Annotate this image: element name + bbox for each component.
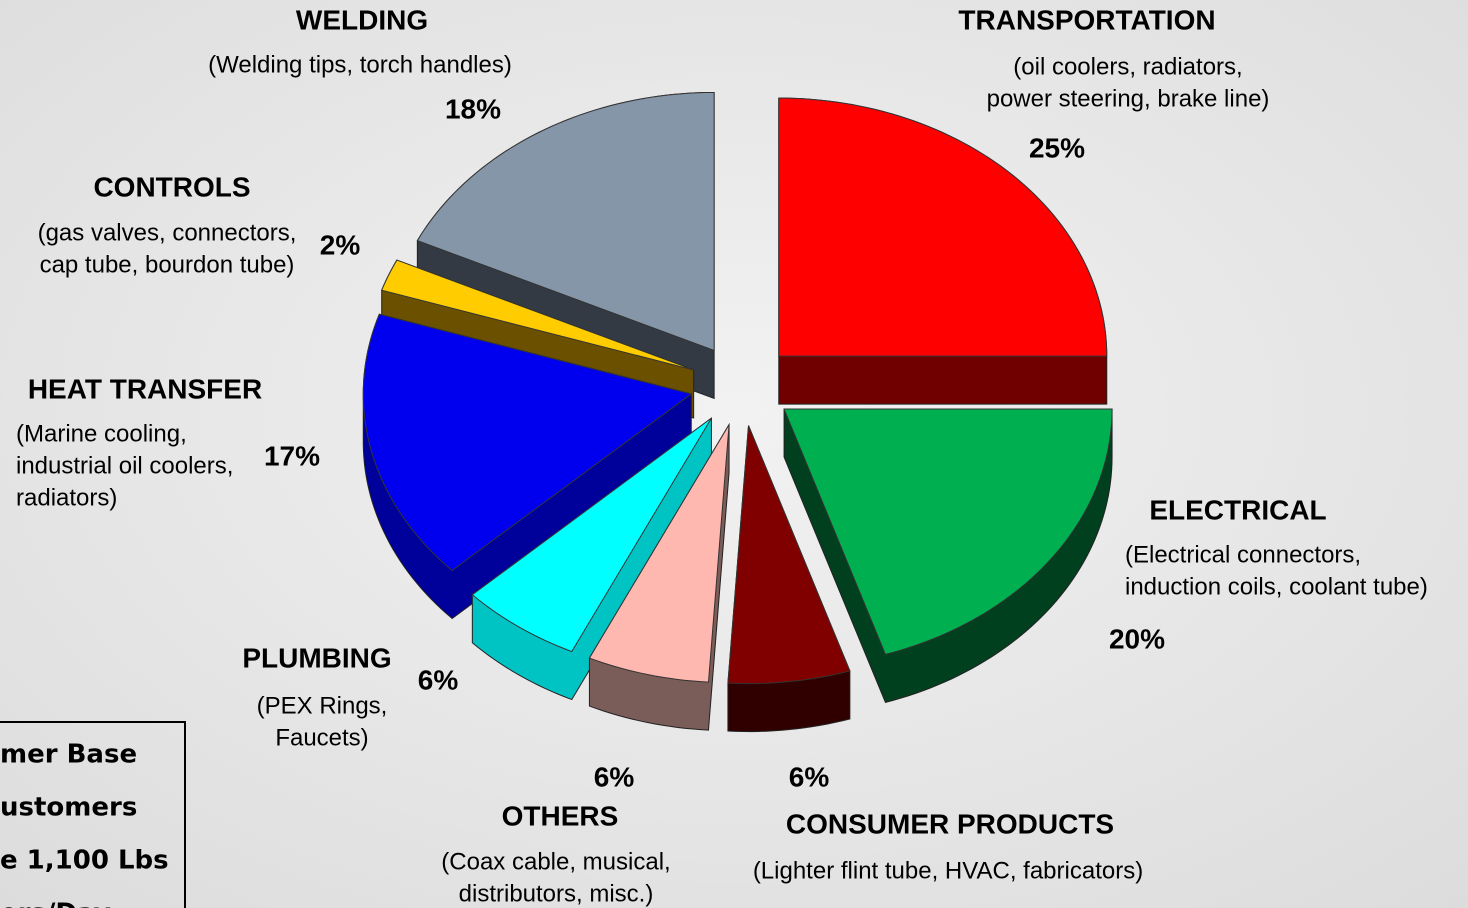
value-label: 17% [264, 440, 320, 471]
labels: TRANSPORTATION (oil coolers, radiators, po… [16, 4, 1428, 907]
category-label: WELDING [296, 4, 428, 35]
category-description: induction coils, coolant tube) [1125, 573, 1428, 600]
note-line: ustomers [0, 793, 137, 823]
pie [362, 91, 1113, 733]
category-description: distributors, misc.) [459, 880, 654, 907]
slice-top [416, 91, 715, 352]
value-label: 6% [418, 664, 459, 695]
category-description: (gas valves, connectors, [38, 219, 297, 246]
category-description: power steering, brake line) [987, 85, 1270, 112]
note-line: mer Base [0, 740, 137, 770]
slice [778, 97, 1108, 405]
slice-top [778, 97, 1108, 357]
note-box [0, 721, 186, 908]
category-label: OTHERS [502, 800, 619, 831]
value-label: 20% [1109, 623, 1165, 654]
slice-top [362, 313, 693, 572]
category-description: (Electrical connectors, [1125, 541, 1361, 568]
category-description: radiators) [16, 484, 117, 511]
value-label: 25% [1029, 132, 1085, 163]
category-description: (Coax cable, musical, [441, 848, 670, 875]
value-label: 6% [789, 761, 830, 792]
slice [588, 422, 730, 731]
slice [727, 425, 851, 733]
category-description: (Marine cooling, [16, 420, 187, 447]
note-line: e 1,100 Lbs [0, 846, 169, 876]
category-description: Faucets) [275, 724, 368, 751]
category-label: TRANSPORTATION [958, 4, 1215, 35]
category-description: (Welding tips, torch handles) [208, 51, 512, 78]
category-label: CONSUMER PRODUCTS [786, 808, 1114, 839]
value-label: 18% [445, 93, 501, 124]
slice [362, 313, 693, 620]
value-label: 6% [594, 761, 635, 792]
category-description: (Lighter flint tube, HVAC, fabricators) [753, 857, 1143, 884]
category-description: (PEX Rings, [257, 692, 388, 719]
category-description: industrial oil coolers, [16, 452, 233, 479]
category-label: PLUMBING [242, 642, 391, 673]
value-label: 2% [320, 229, 361, 260]
slice [416, 91, 715, 400]
category-label: HEAT TRANSFER [28, 373, 262, 404]
category-label: CONTROLS [93, 171, 250, 202]
category-description: (oil coolers, radiators, [1013, 53, 1242, 80]
slice-top [783, 408, 1113, 656]
category-label: ELECTRICAL [1149, 494, 1326, 525]
slice-top [588, 424, 730, 683]
slice [471, 417, 712, 701]
slice-top [381, 259, 694, 371]
slice-top [471, 417, 712, 653]
slice [783, 408, 1113, 704]
category-description: cap tube, bourdon tube) [40, 251, 295, 278]
note-line: ers/Day [0, 899, 111, 908]
slice-top [727, 425, 851, 685]
